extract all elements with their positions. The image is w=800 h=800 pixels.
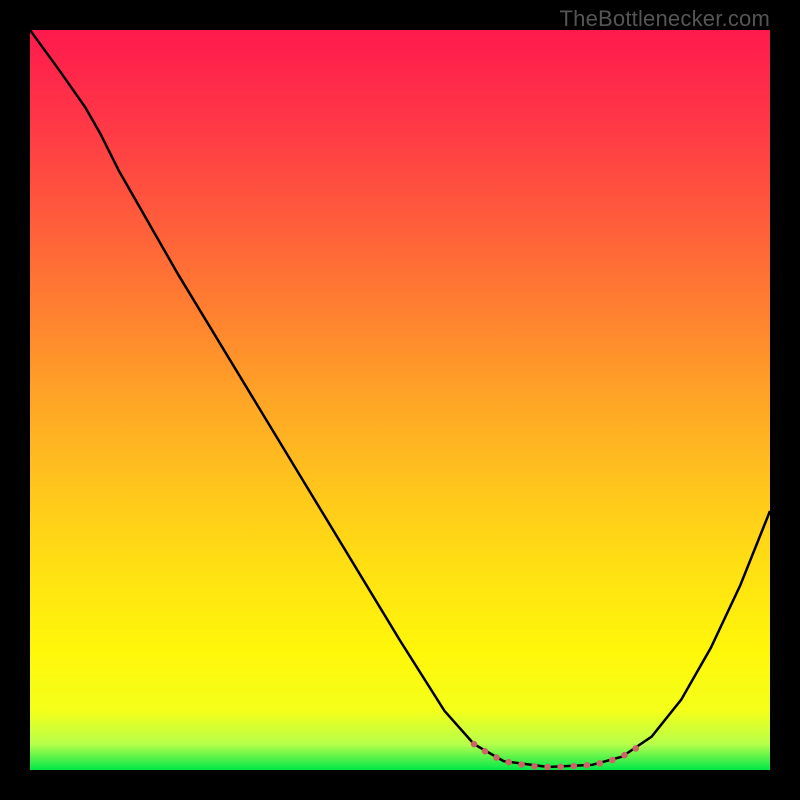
- watermark-text: TheBottlenecker.com: [560, 6, 770, 32]
- chart-overlay: [30, 30, 770, 770]
- chart-area: [30, 30, 770, 770]
- optimal-range-markers: [474, 744, 637, 767]
- bottleneck-curve: [30, 30, 770, 767]
